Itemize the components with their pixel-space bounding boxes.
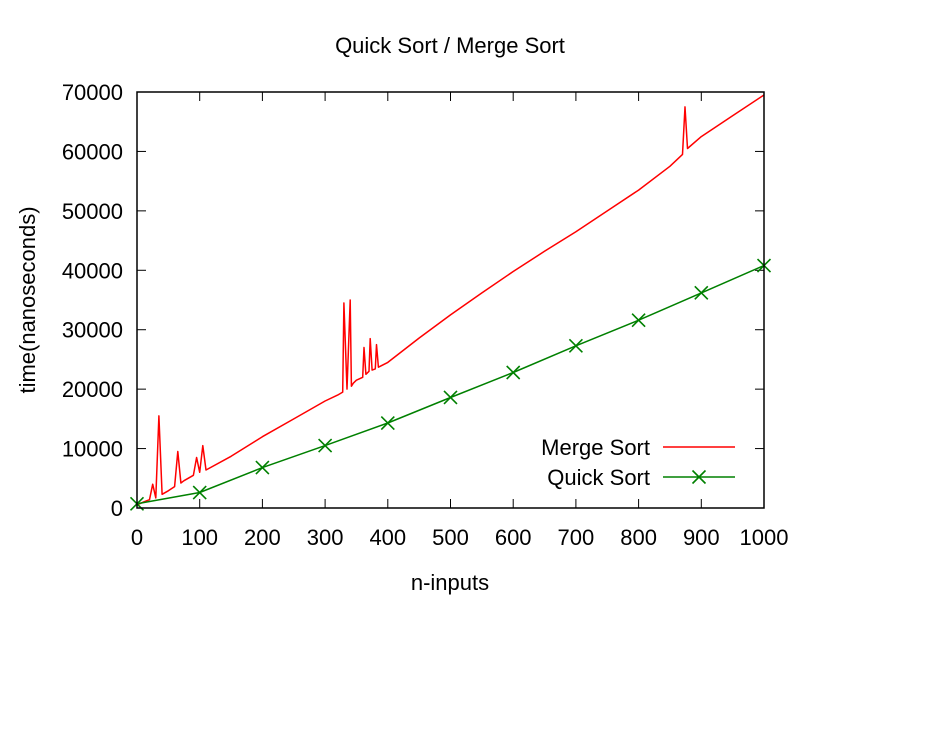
chart-title: Quick Sort / Merge Sort xyxy=(335,33,565,58)
y-axis-title-group: time(nanoseconds) xyxy=(15,206,40,393)
y-tick-label-6: 60000 xyxy=(62,139,123,164)
x-tick-label-1: 100 xyxy=(181,525,218,550)
ticks-layer: 0 100 200 300 400 500 600 700 800 900 100001000020… xyxy=(62,80,789,550)
y-tick-label-3: 30000 xyxy=(62,318,123,343)
quick-sort-point-3 xyxy=(318,438,333,453)
quick-sort-point-8 xyxy=(631,313,646,328)
y-tick-label-2: 20000 xyxy=(62,377,123,402)
x-tick-label-5: 500 xyxy=(432,525,469,550)
x-tick-label-6: 600 xyxy=(495,525,532,550)
legend-label-quick-sort: Quick Sort xyxy=(547,465,650,490)
quick-sort-point-5 xyxy=(443,390,458,405)
legend: Merge Sort Quick Sort xyxy=(541,435,735,490)
merge-sort-line xyxy=(136,94,765,506)
quick-sort-point-6 xyxy=(506,365,521,380)
y-axis-title: time(nanoseconds) xyxy=(15,206,40,393)
x-axis-title: n-inputs xyxy=(411,570,489,595)
x-tick-label-4: 400 xyxy=(369,525,406,550)
quick-sort-point-4 xyxy=(380,415,395,431)
series-layer xyxy=(129,94,772,511)
y-tick-label-7: 70000 xyxy=(62,80,123,105)
quick-sort-point-2 xyxy=(255,460,270,475)
y-tick-label-1: 10000 xyxy=(62,437,123,462)
x-tick-label-8: 800 xyxy=(620,525,657,550)
quick-sort-series xyxy=(129,258,772,511)
quick-sort-point-9 xyxy=(694,285,709,300)
plot-frame xyxy=(136,91,765,509)
merge-sort-series xyxy=(136,94,765,506)
y-tick-label-0: 0 xyxy=(111,496,123,521)
quick-sort-point-7 xyxy=(568,338,583,353)
y-tick-label-5: 50000 xyxy=(62,199,123,224)
legend-marker-quick-sort xyxy=(691,469,707,485)
y-tick-label-4: 40000 xyxy=(62,258,123,283)
quick-sort-line xyxy=(136,264,765,505)
x-tick-label-0: 0 xyxy=(131,525,143,550)
x-tick-label-2: 200 xyxy=(244,525,281,550)
x-tick-label-7: 700 xyxy=(558,525,595,550)
x-tick-label-3: 300 xyxy=(307,525,344,550)
legend-label-merge-sort: Merge Sort xyxy=(541,435,650,460)
x-tick-label-10: 1000 xyxy=(740,525,789,550)
quick-sort-point-1 xyxy=(192,485,207,500)
x-tick-label-9: 900 xyxy=(683,525,720,550)
